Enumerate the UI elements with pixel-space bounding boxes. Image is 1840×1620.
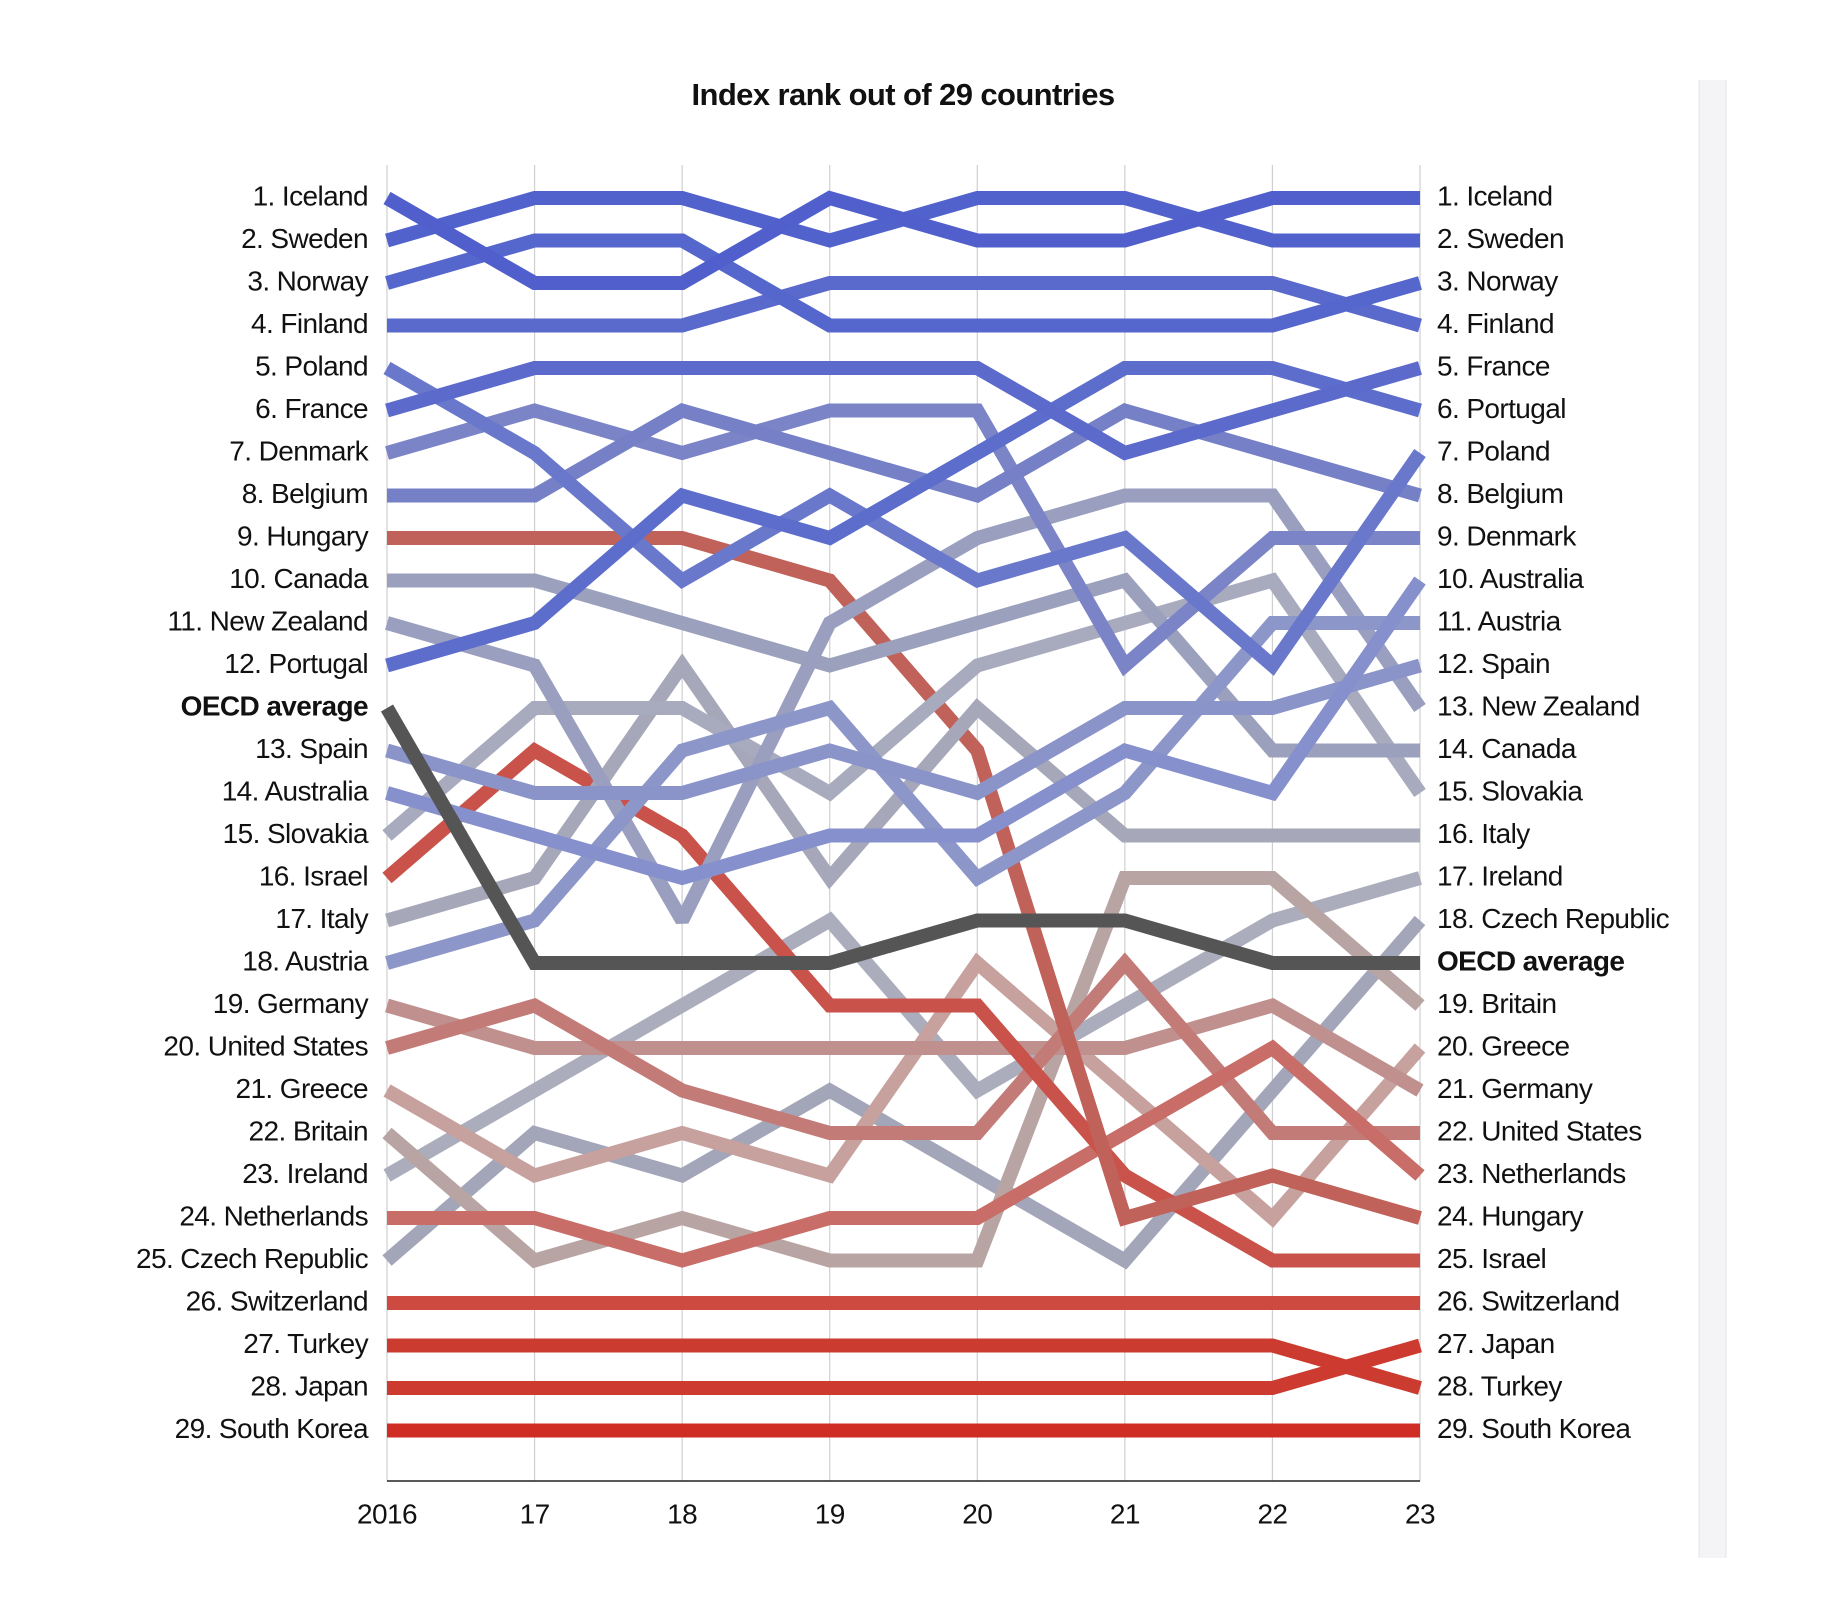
left-rank-label: 11. New Zealand: [167, 605, 368, 636]
left-rank-label: 19. Germany: [213, 988, 369, 1019]
rank-line: [383, 952, 1426, 1228]
left-rank-label: 23. Ireland: [242, 1158, 368, 1189]
left-rank-label: 4. Finland: [251, 308, 368, 339]
left-rank-label: 5. Poland: [255, 350, 368, 381]
right-rank-label: 14. Canada: [1437, 733, 1577, 764]
right-rank-label: 1. Iceland: [1437, 180, 1552, 211]
reference-line: [380, 704, 1420, 970]
left-rank-label: 14. Australia: [222, 775, 369, 806]
rank-line: [385, 361, 1422, 673]
right-rank-label: 13. New Zealand: [1437, 690, 1640, 721]
left-rank-label: 16. Israel: [259, 860, 368, 891]
rank-line: [385, 361, 1422, 461]
right-rank-label: 25. Israel: [1437, 1243, 1546, 1274]
right-rank-label: 15. Slovakia: [1437, 775, 1583, 806]
left-rank-label: 24. Netherlands: [179, 1200, 368, 1231]
rank-line: [387, 572, 1420, 758]
left-rank-label: 13. Spain: [255, 733, 368, 764]
right-rank-label: 12. Spain: [1437, 648, 1550, 679]
right-rank-label: 7. Poland: [1437, 435, 1550, 466]
x-tick-label: 22: [1257, 1498, 1287, 1529]
rank-line: [383, 190, 1420, 290]
left-rank-label: 29. South Korea: [175, 1413, 369, 1444]
right-rank-label: 20. Greece: [1437, 1030, 1570, 1061]
right-rank-label: 16. Italy: [1437, 818, 1530, 849]
rank-line: [385, 658, 1422, 801]
right-rank-label: 2. Sweden: [1437, 223, 1564, 254]
left-rank-label: 8. Belgium: [242, 478, 368, 509]
right-rank-label: 27. Japan: [1437, 1328, 1555, 1359]
rank-line: [385, 952, 1420, 1140]
rank-line: [387, 531, 1422, 1227]
right-rank-label: 19. Britain: [1437, 988, 1556, 1019]
left-rank-label: 27. Turkey: [243, 1328, 368, 1359]
right-rank-label: 18. Czech Republic: [1437, 903, 1670, 934]
right-rank-label: 10. Australia: [1437, 563, 1584, 594]
x-tick-label: 21: [1110, 1498, 1140, 1529]
left-rank-label: 26. Switzerland: [186, 1285, 368, 1316]
rank-line: [387, 1039, 1425, 1268]
side-panel: [1699, 80, 1726, 1558]
x-tick-label: 18: [667, 1498, 697, 1529]
rank-line: [385, 576, 1426, 886]
left-rank-label: 1. Iceland: [253, 180, 368, 211]
left-rank-label: 3. Norway: [247, 265, 368, 296]
left-rank-label: 28. Japan: [250, 1370, 368, 1401]
right-rank-label: 5. France: [1437, 350, 1550, 381]
right-rank-label: 26. Switzerland: [1437, 1285, 1619, 1316]
rank-line: [387, 1338, 1422, 1395]
right-rank-label: 21. Germany: [1437, 1073, 1593, 1104]
left-rank-label: 18. Austria: [242, 945, 369, 976]
right-rank-label: 4. Finland: [1437, 308, 1554, 339]
x-tick-label: 23: [1405, 1498, 1435, 1529]
left-rank-label: 21. Greece: [235, 1073, 368, 1104]
left-rank-label: 6. France: [255, 393, 368, 424]
rank-line: [382, 871, 1425, 1269]
right-rank-label: 3. Norway: [1437, 265, 1558, 296]
left-rank-label: 7. Denmark: [229, 435, 369, 466]
right-rank-label: 6. Portugal: [1437, 393, 1566, 424]
rank-line: [387, 276, 1422, 333]
left-rank-label: 15. Slovakia: [223, 818, 369, 849]
left-rank-label: 22. Britain: [249, 1115, 368, 1146]
left-rank-label: 12. Portugal: [224, 648, 368, 679]
right-rank-label: 22. United States: [1437, 1115, 1642, 1146]
left-rank-label: 2. Sweden: [241, 223, 368, 254]
left-rank-label: 9. Hungary: [237, 520, 369, 551]
right-rank-label: OECD average: [1437, 945, 1624, 976]
rank-line: [383, 361, 1426, 676]
right-rank-label: 9. Denmark: [1437, 520, 1577, 551]
rank-line: [385, 997, 1424, 1097]
rank-line: [385, 233, 1422, 333]
rank-line: [385, 488, 1426, 925]
rank-line: [387, 1338, 1422, 1395]
x-tick-label: 2016: [357, 1498, 417, 1529]
left-rank-label: 17. Italy: [275, 903, 368, 934]
labels: 2016 17 18 19 20 21 22 23 1. Iceland 2. Sweden 3. …: [136, 180, 1670, 1529]
right-rank-label: 17. Ireland: [1437, 860, 1563, 891]
left-rank-label: 10. Canada: [229, 563, 369, 594]
left-rank-label: 20. United States: [163, 1030, 368, 1061]
right-rank-label: 28. Turkey: [1437, 1370, 1562, 1401]
right-rank-label: 29. South Korea: [1437, 1413, 1631, 1444]
plot-lines: [380, 190, 1426, 1438]
chart-title: Index rank out of 29 countries: [692, 77, 1115, 112]
x-tick-label: 20: [962, 1498, 992, 1529]
left-rank-label: 25. Czech Republic: [136, 1243, 369, 1274]
x-tick-label: 19: [815, 1498, 845, 1529]
right-rank-label: 11. Austria: [1437, 605, 1562, 636]
left-rank-label: OECD average: [181, 690, 368, 721]
right-rank-label: 23. Netherlands: [1437, 1158, 1626, 1189]
rank-line: [382, 741, 1420, 1268]
x-tick-label: 17: [520, 1498, 550, 1529]
rank-line: [385, 403, 1420, 677]
right-rank-label: 24. Hungary: [1437, 1200, 1584, 1231]
right-rank-label: 8. Belgium: [1437, 478, 1563, 509]
